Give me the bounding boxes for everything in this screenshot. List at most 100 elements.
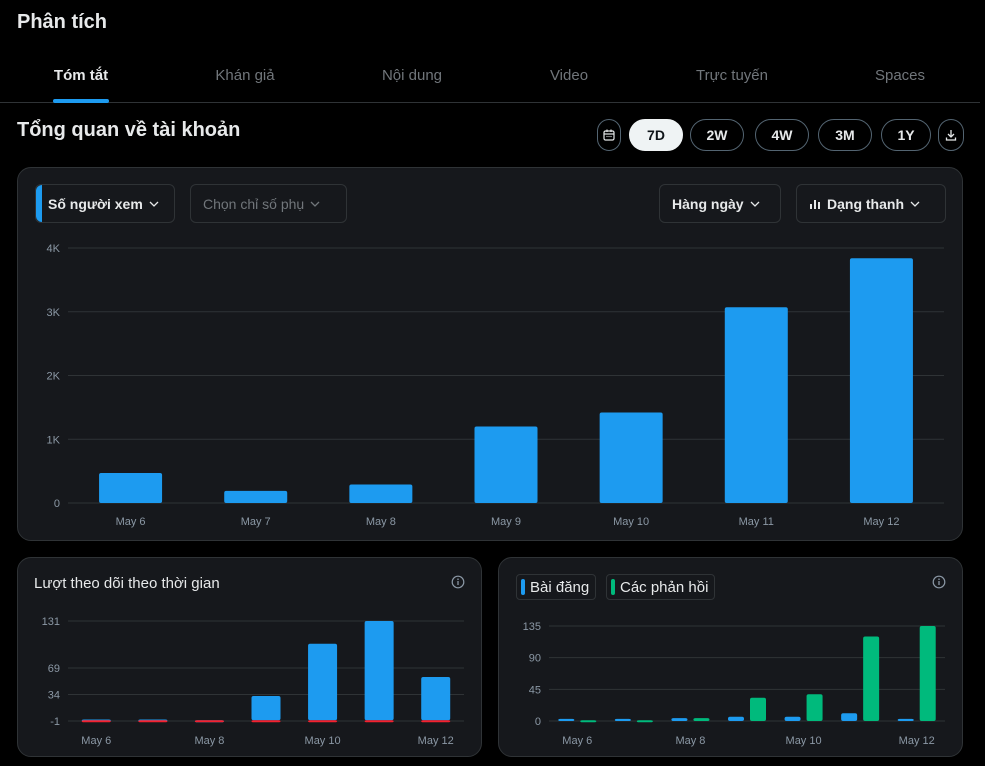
bar xyxy=(841,713,858,721)
bar xyxy=(81,720,111,723)
y-tick-label: 45 xyxy=(529,684,541,696)
bar xyxy=(897,718,914,721)
legend-label: Các phản hồi xyxy=(620,578,709,596)
tab-live[interactable]: Trực tuyến xyxy=(695,67,768,84)
bar xyxy=(599,412,663,503)
y-tick-label: 3K xyxy=(47,307,61,319)
x-tick-label: May 9 xyxy=(491,516,521,528)
tab-audience[interactable]: Khán giả xyxy=(215,67,275,84)
range-3m-button[interactable]: 3M xyxy=(818,119,872,151)
x-tick-label: May 10 xyxy=(305,735,341,747)
primary-metric-dropdown[interactable]: Số người xem xyxy=(35,184,175,223)
y-tick-label: 34 xyxy=(48,689,60,701)
chevron-down-icon xyxy=(910,201,920,207)
bar xyxy=(138,720,168,723)
bar xyxy=(693,718,710,721)
tab-summary[interactable]: Tóm tắt xyxy=(6,50,156,103)
bar xyxy=(614,718,631,721)
bar xyxy=(364,720,394,723)
calendar-icon xyxy=(603,129,615,141)
bar xyxy=(750,697,766,721)
y-tick-label: 90 xyxy=(529,653,541,665)
x-tick-label: May 7 xyxy=(241,516,271,528)
chevron-down-icon xyxy=(750,201,760,207)
page-title: Phân tích xyxy=(17,11,108,33)
tab-content[interactable]: Nội dung xyxy=(381,67,443,84)
chart-style-dropdown[interactable]: Dạng thanh xyxy=(796,184,946,223)
range-2w-button[interactable]: 2W xyxy=(690,119,744,151)
active-tab-indicator xyxy=(53,99,109,103)
x-tick-label: May 6 xyxy=(562,735,592,747)
bar xyxy=(806,694,823,721)
posts-card: Bài đăng Các phản hồi 0 45 90 135 May 6 May 8… xyxy=(498,557,963,757)
calendar-button[interactable] xyxy=(597,119,621,151)
bar xyxy=(671,718,688,721)
y-tick-label: 135 xyxy=(523,621,541,633)
range-1y-button[interactable]: 1Y xyxy=(881,119,931,151)
info-icon[interactable] xyxy=(451,575,465,589)
views-chart-card: Số người xem Chọn chỉ số phụ Hàng ngày D… xyxy=(17,167,963,541)
analytics-tabs: Tóm tắt Khán giả Nội dung Video Trực tuy… xyxy=(0,50,980,103)
bar xyxy=(421,677,451,721)
bar xyxy=(99,473,163,503)
primary-metric-label: Số người xem xyxy=(48,195,143,212)
followers-card: Lượt theo dõi theo thời gian -1 34 69 131 Ma… xyxy=(17,557,482,757)
metric-color-accent xyxy=(36,185,42,222)
download-button[interactable] xyxy=(938,119,964,151)
bar xyxy=(863,636,880,721)
followers-bar-chart: -1 34 69 131 May 6 May 8 May 10 May 12 xyxy=(42,616,464,747)
x-tick-label: May 8 xyxy=(366,516,396,528)
info-icon[interactable] xyxy=(932,575,946,589)
chevron-down-icon xyxy=(149,201,159,207)
x-tick-label: May 11 xyxy=(739,516,774,528)
bar xyxy=(421,720,451,723)
bar xyxy=(724,307,788,503)
bar xyxy=(728,716,744,721)
bar xyxy=(580,720,597,723)
bar xyxy=(474,426,538,503)
x-tick-label: May 10 xyxy=(786,735,822,747)
download-icon xyxy=(945,130,957,141)
chevron-down-icon xyxy=(310,201,320,207)
section-title: Tổng quan về tài khoản xyxy=(17,119,241,141)
views-bar-chart: 0 1K 2K 3K 4K May 6 May 7 May 8 May 9 May 10 May 1… xyxy=(47,243,944,528)
bar xyxy=(251,720,281,723)
bar xyxy=(349,484,413,503)
bar xyxy=(919,626,936,721)
bar xyxy=(849,258,913,503)
secondary-metric-label: Chọn chỉ số phụ xyxy=(203,195,305,212)
chart-style-label: Dạng thanh xyxy=(827,195,904,212)
bar-chart-icon xyxy=(810,199,820,209)
x-tick-label: May 10 xyxy=(613,516,649,528)
bar xyxy=(251,696,281,721)
legend-swatch xyxy=(611,579,615,595)
x-tick-label: May 12 xyxy=(418,735,454,747)
granularity-label: Hàng ngày xyxy=(672,195,744,212)
y-tick-label: 1K xyxy=(47,434,61,446)
followers-card-title: Lượt theo dõi theo thời gian xyxy=(34,575,220,592)
x-tick-label: May 8 xyxy=(194,735,224,747)
y-tick-label: 0 xyxy=(54,498,60,510)
bar xyxy=(784,716,801,721)
granularity-dropdown[interactable]: Hàng ngày xyxy=(659,184,781,223)
x-tick-label: May 6 xyxy=(116,516,146,528)
legend-swatch xyxy=(521,579,525,595)
x-tick-label: May 12 xyxy=(899,735,935,747)
y-tick-label: -1 xyxy=(50,716,60,728)
range-7d-button[interactable]: 7D xyxy=(629,119,683,151)
bar xyxy=(558,718,575,721)
bar xyxy=(194,720,224,723)
bar xyxy=(364,621,394,721)
bar xyxy=(308,643,338,721)
y-tick-label: 0 xyxy=(535,716,541,728)
tab-video[interactable]: Video xyxy=(549,67,589,84)
y-tick-label: 4K xyxy=(47,243,61,255)
legend-posts[interactable]: Bài đăng xyxy=(516,574,597,600)
posts-bar-chart: 0 45 90 135 May 6 May 8 May 10 May 12 xyxy=(523,621,945,747)
tab-spaces[interactable]: Spaces xyxy=(874,67,926,84)
y-tick-label: 131 xyxy=(42,616,60,628)
range-4w-button[interactable]: 4W xyxy=(755,119,809,151)
x-tick-label: May 12 xyxy=(863,516,899,528)
secondary-metric-dropdown[interactable]: Chọn chỉ số phụ xyxy=(190,184,347,223)
legend-replies[interactable]: Các phản hồi xyxy=(606,574,716,600)
